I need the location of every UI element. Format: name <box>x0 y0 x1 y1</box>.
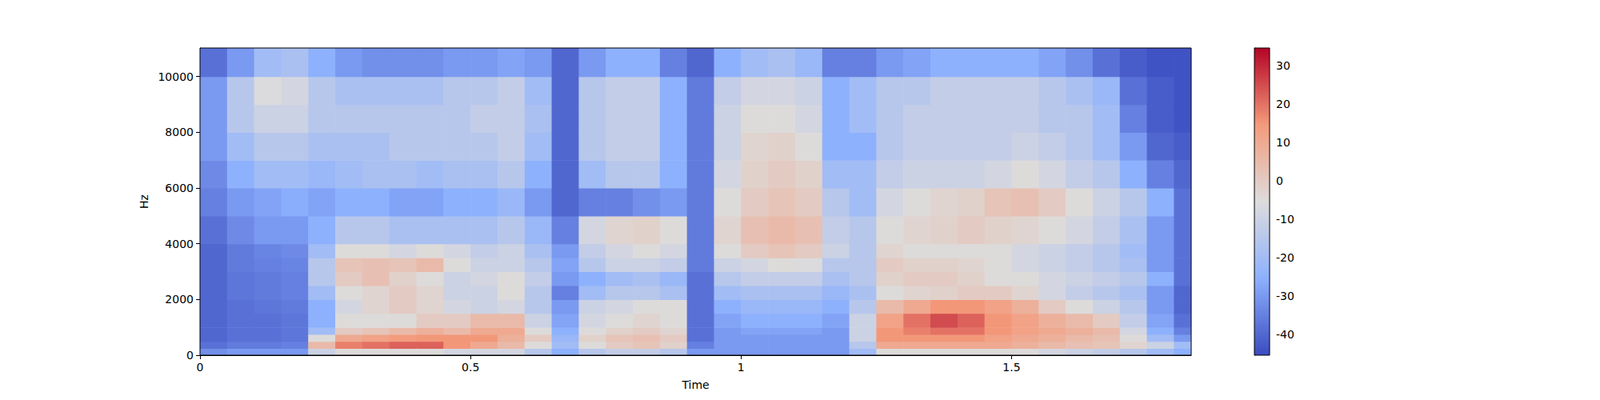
svg-text:-20: -20 <box>1276 251 1295 264</box>
svg-text:0: 0 <box>186 348 194 362</box>
svg-text:6000: 6000 <box>164 181 194 195</box>
svg-text:0: 0 <box>1276 174 1284 188</box>
svg-text:-40: -40 <box>1276 328 1295 341</box>
svg-text:20: 20 <box>1276 97 1291 111</box>
svg-text:4000: 4000 <box>164 237 194 251</box>
svg-text:0: 0 <box>196 360 204 374</box>
svg-text:-30: -30 <box>1276 289 1295 303</box>
svg-text:0.5: 0.5 <box>461 360 480 374</box>
svg-text:-10: -10 <box>1276 212 1295 226</box>
svg-text:1.5: 1.5 <box>1002 360 1020 374</box>
svg-text:Hz: Hz <box>137 194 151 209</box>
svg-text:8000: 8000 <box>164 125 194 139</box>
svg-text:1: 1 <box>737 360 745 374</box>
svg-text:10000: 10000 <box>157 70 194 84</box>
svg-text:2000: 2000 <box>164 292 194 306</box>
svg-text:10: 10 <box>1276 136 1291 149</box>
svg-text:30: 30 <box>1276 59 1291 72</box>
svg-text:Time: Time <box>680 378 709 392</box>
